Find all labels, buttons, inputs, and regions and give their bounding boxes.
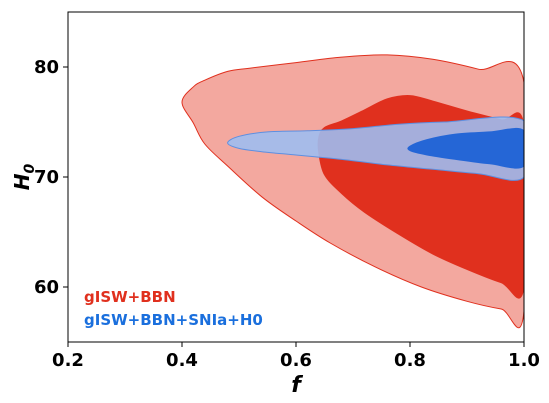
- x-tick-label: 1.0: [508, 350, 540, 371]
- y-axis-label: H0: [10, 164, 38, 191]
- x-tick-label: 0.6: [280, 350, 312, 371]
- x-axis-label: f: [291, 373, 303, 398]
- legend: gISW+BBN gISW+BBN+SNIa+H0: [84, 288, 263, 329]
- contour-gisw-bbn-snia-h0-68: [407, 127, 524, 169]
- y-tick-label: 80: [34, 57, 59, 78]
- ticks-layer: 0.2 0.4 0.6 0.8 1.0 60 70 80: [34, 57, 540, 371]
- y-tick-label: 70: [34, 167, 59, 188]
- legend-entry-gisw-bbn: gISW+BBN: [84, 288, 176, 306]
- legend-entry-gisw-bbn-snia-h0: gISW+BBN+SNIa+H0: [84, 311, 263, 329]
- x-tick-label: 0.2: [52, 350, 84, 371]
- x-tick-label: 0.4: [166, 350, 198, 371]
- x-tick-label: 0.8: [394, 350, 426, 371]
- contours-layer: [181, 54, 524, 329]
- y-tick-label: 60: [34, 277, 59, 298]
- contour-gisw-bbn-snia-h0-95: [227, 116, 524, 181]
